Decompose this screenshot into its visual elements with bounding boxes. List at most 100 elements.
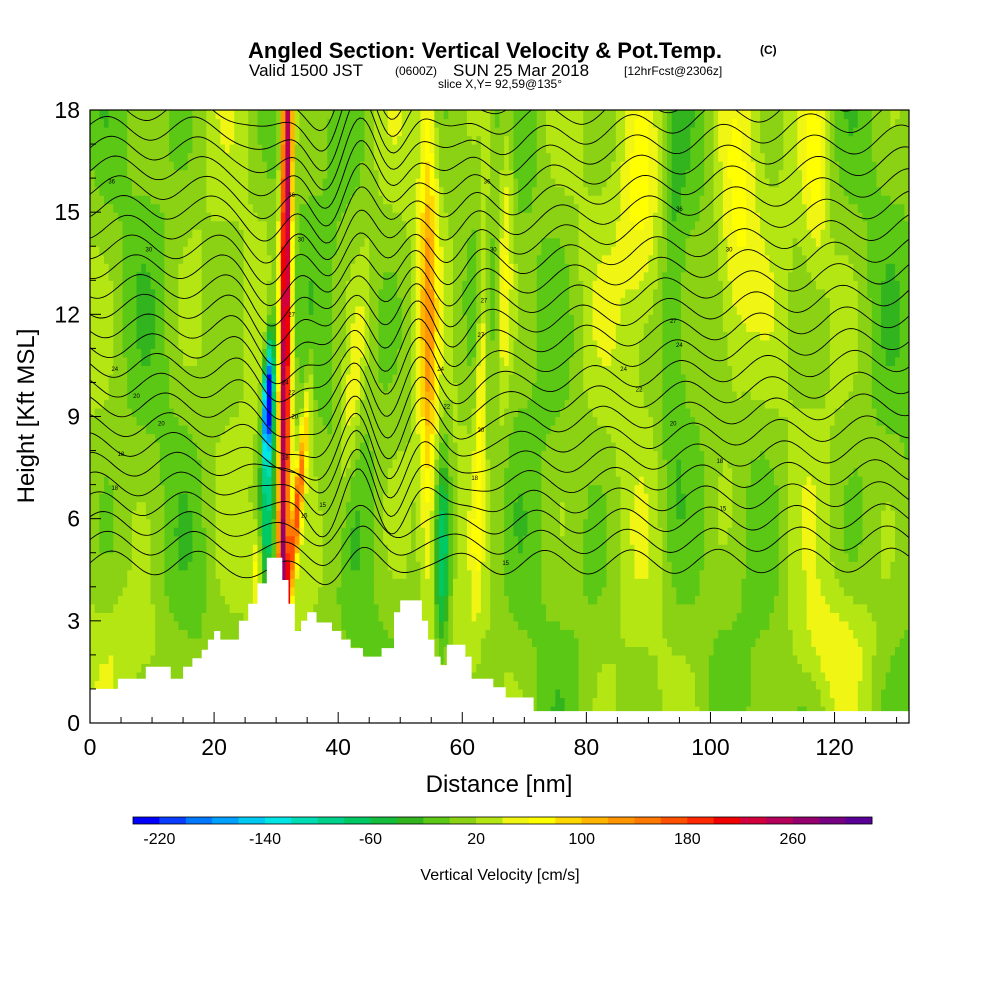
isentrope-label: 20 [291,415,298,421]
y-tick-label: 15 [54,199,80,225]
colorbar-swatch [845,817,873,824]
isentrope-label: 20 [478,428,485,434]
isentrope-line [90,448,909,517]
isentrope-label: 20 [670,421,677,427]
isentrope-line [90,468,909,538]
colorbar-swatch [713,817,741,824]
isentrope-label: 36 [484,180,491,186]
isentrope-label: 20 [133,394,140,400]
x-axis-label: Distance [nm] [426,771,573,798]
plot-area: 3630242020181836302724222018151536302727… [54,97,910,760]
colorbar-swatch [555,817,583,824]
colorbar-swatch [634,817,662,824]
colorbar-swatch [449,817,477,824]
isentrope-label: 15 [301,513,308,519]
x-tick-label: 20 [201,734,227,760]
colorbar-swatch [423,817,451,824]
y-axis-ticks: 0 3 6 9 12 15 18 [54,97,101,736]
colorbar-swatch [212,817,239,824]
colorbar-tick-label: -60 [359,831,382,848]
y-tick-label: 0 [67,710,80,736]
isentrope-line [90,110,883,209]
isentrope-label: 27 [478,333,485,339]
isentrope-label: 30 [146,248,153,254]
colorbar-swatch [792,817,820,824]
isentrope-label: 22 [288,391,295,397]
isentrope-label: 24 [282,380,289,386]
isentrope-line [90,503,909,547]
isentrope-label: 15 [502,561,509,567]
x-tick-label: 0 [84,734,97,760]
isentrope-label: 15 [720,507,727,513]
colorbar-tick-label: -220 [143,831,175,848]
isentrope-line [90,110,853,191]
isentrope-line [90,546,909,586]
colorbar [132,816,873,825]
isentrope-line [90,349,909,421]
x-tick-label: 40 [325,734,351,760]
isentrope-line [90,306,909,385]
chart-subtitle-valid: Valid 1500 JST [249,61,363,80]
colorbar-swatch [133,817,160,824]
x-tick-label: 120 [815,734,853,760]
isentrope-line [90,284,909,366]
isentrope-label: 22 [636,387,643,393]
colorbar-swatch [528,817,556,824]
isentrope-label: 27 [670,319,677,325]
chart-subtitle-date: SUN 25 Mar 2018 [453,61,589,80]
colorbar-swatch [740,817,767,824]
isentrope-line [90,168,909,264]
colorbar-swatch [238,817,266,824]
colorbar-swatch [766,817,794,824]
isentrope-line [90,263,909,347]
isentrope-label: 24 [437,367,444,373]
colorbar-swatch [660,817,688,824]
x-axis-ticks: 0 20 40 60 80 100 120 [84,712,898,760]
isentrope-label: 27 [288,312,295,318]
isentrope-label: 27 [481,299,488,305]
colorbar-tick-labels: -220 -140 -60 20 100 180 260 [143,831,806,848]
colorbar-swatch [317,817,345,824]
chart-subtitle-z: (0600Z) [395,64,437,78]
isentrope-line [90,412,909,481]
velocity-field [90,110,909,723]
isentrope-label: 30 [726,248,733,254]
isentrope-line [90,214,909,307]
colorbar-tick-label: 100 [568,831,595,848]
isentrope-line [125,110,507,152]
y-tick-label: 6 [67,506,80,532]
isentrope-label: 18 [716,459,723,465]
colorbar-swatch [159,817,187,824]
y-tick-label: 3 [67,608,80,634]
chart-title-mark: (C) [760,43,777,57]
y-tick-label: 12 [54,301,80,327]
colorbar-swatch [291,817,319,824]
colorbar-swatch [185,817,213,824]
isentrope-label: 36 [676,207,683,213]
isentrope-label: 36 [108,180,115,186]
isentrope-line [90,146,909,244]
isentrope-label: 30 [490,248,497,254]
isentrope-label: 18 [111,486,118,492]
isentrope-label: 24 [111,367,118,373]
isentrope-label: 24 [620,367,627,373]
isentrope-line [90,371,909,439]
isentrope-labels: 36 30 24 20 20 18 18 36 30 27 24 22 20 18 15 15 36 30 27 27… [108,180,733,567]
isentrope-label: 36 [288,193,295,199]
y-tick-label: 9 [67,404,80,430]
colorbar-tick-label: -140 [249,831,281,848]
colorbar-swatch [687,817,715,824]
isentrope-label: 18 [282,455,289,461]
isentrope-line [90,238,909,327]
colorbar-tick-label: 180 [674,831,701,848]
colorbar-swatch [264,817,292,824]
isentropes [90,110,909,586]
isentrope-line [90,110,679,172]
x-tick-label: 80 [574,734,600,760]
colorbar-swatch [476,817,503,824]
isentrope-label: 15 [319,503,326,509]
colorbar-label: Vertical Velocity [cm/s] [420,867,579,884]
isentrope-line [90,429,909,499]
colorbar-swatch [502,817,530,824]
